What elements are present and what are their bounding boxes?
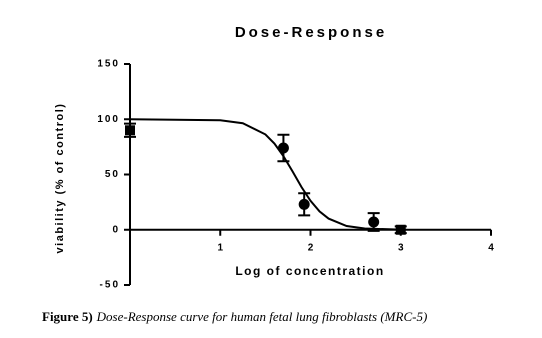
y-tick-label: -50 (100, 280, 120, 291)
y-axis-label: viability (% of control) (54, 103, 66, 254)
data-point (368, 216, 380, 228)
chart-title: Dose-Response (235, 24, 387, 41)
x-axis-label: Log of concentration (235, 264, 384, 278)
y-tick-label: 0 (112, 224, 120, 235)
data-point (298, 198, 310, 210)
caption: Figure 5) Dose-Response curve for human f… (42, 309, 427, 324)
caption-label: Figure 5) (42, 309, 93, 324)
y-tick-label: 150 (97, 59, 120, 70)
fit-curve (129, 118, 401, 231)
x-tick-label: 1 (217, 242, 225, 253)
data-point (125, 125, 135, 136)
x-tick-label: 3 (398, 242, 406, 253)
x-tick-label: 4 (488, 242, 496, 253)
data-point (395, 224, 406, 235)
y-tick-label: 50 (105, 169, 120, 180)
caption-text: Dose-Response curve for human fetal lung… (96, 309, 428, 324)
x-tick-label: 2 (308, 242, 316, 253)
y-tick-label: 100 (97, 114, 120, 125)
